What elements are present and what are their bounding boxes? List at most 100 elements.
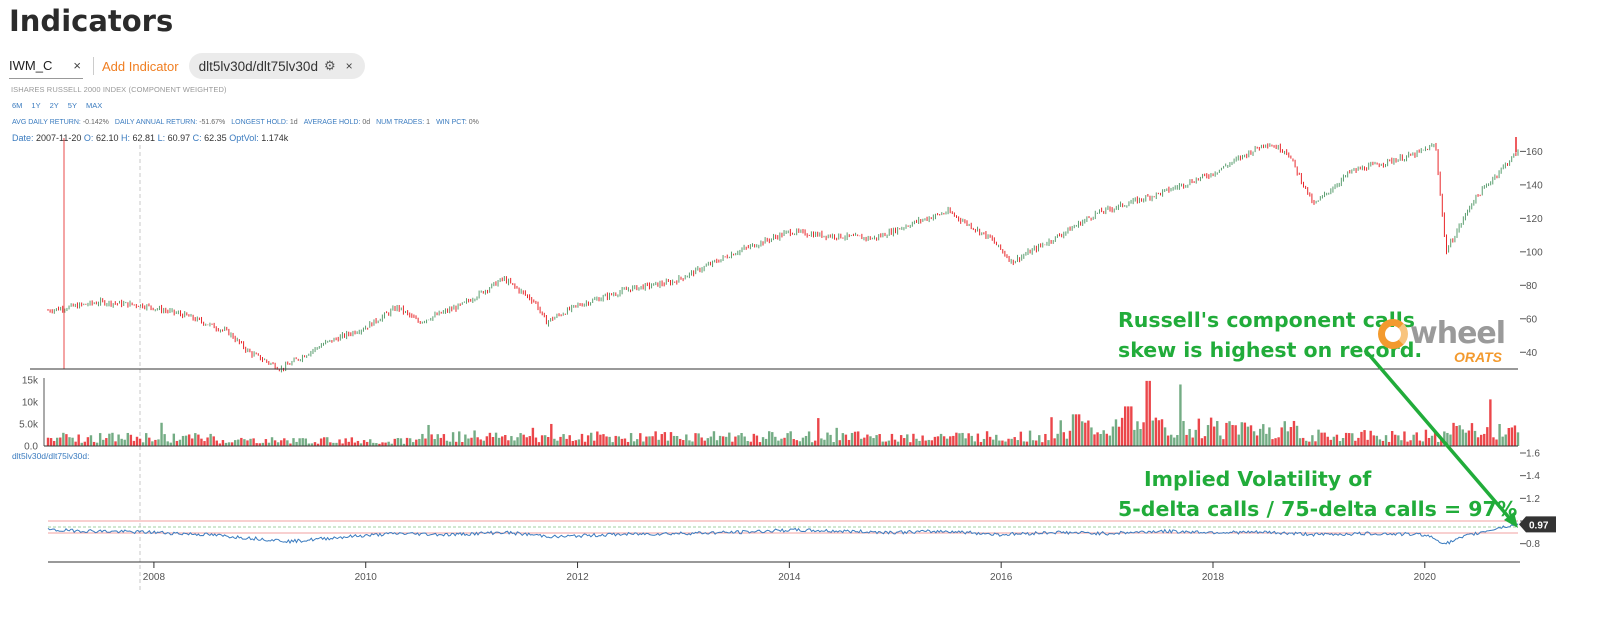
indicator-chip[interactable]: dlt5lv30d/dlt75lv30d ⚙ × xyxy=(188,53,365,79)
volume-bar xyxy=(783,437,786,446)
volume-bar xyxy=(163,434,166,446)
gear-icon[interactable]: ⚙ xyxy=(323,58,336,73)
volume-bar xyxy=(930,440,934,446)
volume-bar xyxy=(405,437,409,446)
volume-bar xyxy=(1427,437,1431,446)
volume-bar xyxy=(433,439,436,446)
volume-bar xyxy=(169,442,172,446)
ticker-input[interactable]: IWM_C × xyxy=(9,53,83,79)
volume-bar xyxy=(593,440,596,446)
volume-bar xyxy=(964,438,967,446)
volume-bar xyxy=(430,434,433,446)
volume-bar xyxy=(1381,440,1385,446)
volume-bar xyxy=(884,441,888,446)
volume-bar xyxy=(1001,440,1004,446)
volume-bar xyxy=(212,436,215,446)
range-5y[interactable]: 5Y xyxy=(67,101,77,110)
volume-bar xyxy=(59,437,62,446)
volume-bar xyxy=(992,439,995,446)
volume-bar xyxy=(666,440,670,446)
volume-bar xyxy=(547,437,550,446)
volume-bar xyxy=(639,433,642,446)
volume-bar xyxy=(1470,423,1474,446)
volume-bar xyxy=(77,434,80,446)
volume-bar xyxy=(1120,417,1124,446)
range-2y[interactable]: 2Y xyxy=(49,101,59,110)
volume-bar xyxy=(853,431,857,446)
volume-bar xyxy=(359,443,363,446)
volume-bar xyxy=(1440,439,1443,446)
volume-bar xyxy=(215,440,218,446)
volume-bar xyxy=(933,436,937,446)
volume-bar xyxy=(120,438,123,446)
range-6m[interactable]: 6M xyxy=(12,101,23,110)
range-max[interactable]: MAX xyxy=(85,101,103,110)
volume-bar xyxy=(725,436,728,446)
volume-bar xyxy=(1366,439,1369,446)
ticker-value: IWM_C xyxy=(9,58,53,73)
volume-bar xyxy=(734,436,737,446)
volume-bar xyxy=(847,439,851,446)
volume-bar xyxy=(194,433,197,446)
volume-bar xyxy=(774,436,777,446)
volume-bar xyxy=(945,438,949,446)
clear-ticker-icon[interactable]: × xyxy=(73,58,81,73)
volume-bar xyxy=(685,434,688,446)
volume-bar xyxy=(1394,434,1397,446)
volume-bar xyxy=(909,442,912,446)
logo-word: wheel xyxy=(1410,316,1506,351)
volume-bar xyxy=(221,440,225,446)
volume-bar xyxy=(411,442,415,446)
volume-bar xyxy=(1136,421,1139,446)
volume-bar xyxy=(995,434,998,446)
volume-bar xyxy=(903,438,906,446)
volume-bar xyxy=(663,432,667,446)
volume-bar xyxy=(1335,434,1339,446)
volume-bar xyxy=(1096,432,1099,446)
volume-bar xyxy=(718,435,722,446)
volume-bar xyxy=(1292,420,1296,446)
remove-indicator-icon[interactable]: × xyxy=(345,59,353,73)
volume-bar xyxy=(1311,435,1314,446)
volume-bar xyxy=(280,440,283,446)
volume-bar xyxy=(298,438,301,446)
volume-bar xyxy=(332,442,335,446)
volume-bar xyxy=(448,441,452,446)
volume-bar xyxy=(292,438,295,446)
volume-bar xyxy=(442,434,446,446)
volume-bar xyxy=(1068,430,1072,446)
high-value: 62.81 xyxy=(132,133,156,143)
volume-bar xyxy=(1133,429,1136,446)
volume-bar xyxy=(439,437,443,446)
volume-bar xyxy=(737,435,740,446)
range-1y[interactable]: 1Y xyxy=(31,101,41,110)
volume-bar xyxy=(1341,438,1345,446)
volume-bar xyxy=(451,432,455,446)
volume-bar xyxy=(850,432,854,446)
volume-bar xyxy=(1234,425,1237,446)
add-indicator-button[interactable]: Add Indicator xyxy=(102,58,179,74)
volume-bar xyxy=(237,439,240,446)
volume-bar xyxy=(375,443,378,446)
volume-bar xyxy=(758,442,762,446)
volume-bar xyxy=(350,437,354,446)
volume-value: 1.174k xyxy=(261,133,289,143)
volume-bar xyxy=(461,442,464,446)
volume-bar xyxy=(629,433,633,446)
volume-bar xyxy=(1479,434,1483,446)
volume-bar xyxy=(387,441,390,446)
volume-bar xyxy=(832,442,835,446)
volume-bar xyxy=(1449,434,1452,446)
volume-bar xyxy=(83,441,87,446)
volume-bar xyxy=(988,436,992,446)
volume-bar xyxy=(1259,428,1262,446)
volume-bar xyxy=(580,433,584,446)
volume-bar xyxy=(240,437,243,446)
volume-bar xyxy=(1222,439,1225,446)
close-label: C: xyxy=(192,133,202,143)
volume-bar xyxy=(1265,433,1268,446)
volume-bar xyxy=(295,441,298,446)
volume-bar xyxy=(829,434,832,446)
volume-bar xyxy=(148,437,151,446)
